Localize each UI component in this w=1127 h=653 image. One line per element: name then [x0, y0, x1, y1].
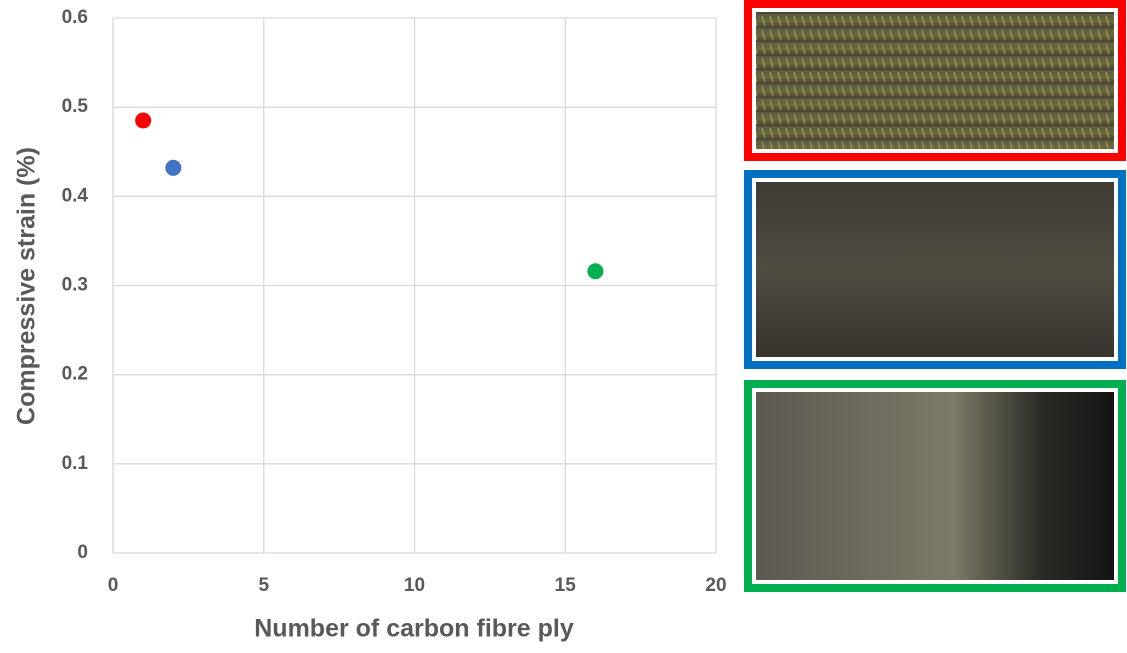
point — [135, 113, 151, 129]
y-tick-label: 0.1 — [62, 453, 89, 474]
x-tick-label: 20 — [705, 575, 726, 596]
point — [165, 160, 181, 176]
x-tick-label: 15 — [555, 575, 577, 596]
y-tick-label: 0 — [77, 542, 88, 563]
y-tick-label: 0.6 — [62, 7, 88, 28]
chart: Number of carbon fibre ply Compressive s… — [0, 0, 1127, 648]
y-tick-label: 0.2 — [62, 364, 88, 385]
page: {"chart_data": {"type": "scatter", "x_la… — [0, 0, 1127, 648]
point — [587, 263, 603, 279]
y-tick-label: 0.4 — [62, 185, 89, 206]
x-tick-label: 5 — [258, 575, 269, 596]
photo-panels — [748, 4, 1122, 588]
photo-blue-image — [756, 182, 1114, 357]
x-tick-label: 10 — [404, 575, 425, 596]
y-tick-label: 0.5 — [62, 96, 89, 117]
photo-green-image — [756, 392, 1114, 580]
y-axis-title: Compressive strain (%) — [13, 147, 41, 425]
x-tick-label: 0 — [108, 575, 119, 596]
y-tick-label: 0.3 — [62, 275, 88, 296]
photo-red-image — [756, 12, 1114, 149]
x-axis-title: Number of carbon fibre ply — [254, 615, 574, 643]
